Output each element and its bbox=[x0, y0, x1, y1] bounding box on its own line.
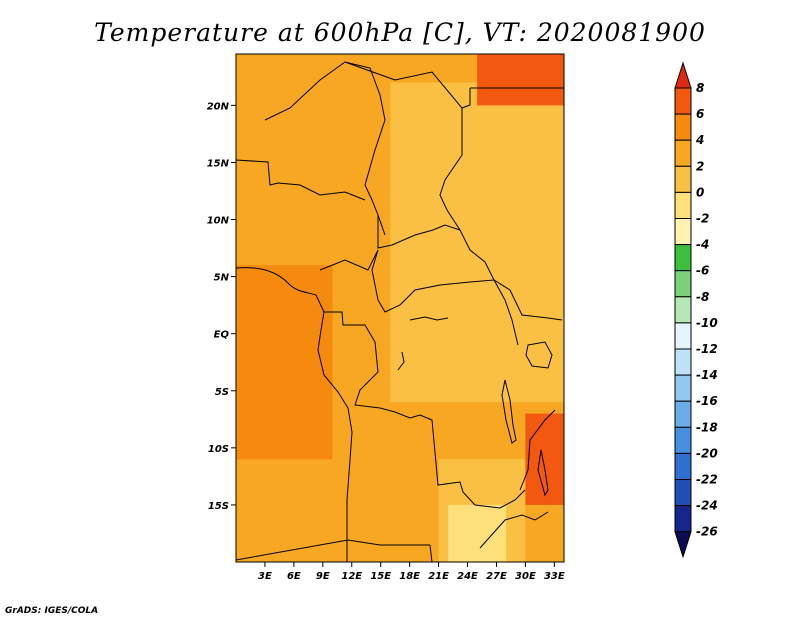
colorbar-bottom-arrow bbox=[674, 531, 692, 559]
y-tick-label: 10N bbox=[207, 216, 230, 227]
colorbar-label: -8 bbox=[696, 290, 709, 304]
colorbar-swatch bbox=[674, 505, 692, 533]
y-tick-label: 5S bbox=[215, 387, 229, 398]
y-tick-label: 20N bbox=[207, 101, 230, 112]
colorbar-swatch bbox=[674, 191, 692, 219]
temperature-region bbox=[525, 413, 564, 505]
border bbox=[344, 61, 463, 231]
lake-malawi bbox=[537, 449, 549, 497]
chart-title: Temperature at 600hPa [C], VT: 202008190… bbox=[94, 18, 706, 47]
colorbar-label: 8 bbox=[696, 81, 704, 95]
colorbar-label: -22 bbox=[696, 473, 718, 487]
colorbar-label: -20 bbox=[696, 446, 718, 460]
x-axis: 3E 6E 9E 12E 15E 18E 21E 24E 27E 30E 33E bbox=[258, 562, 565, 582]
colorbar-swatch bbox=[674, 244, 692, 272]
x-tick-label: 15E bbox=[370, 571, 391, 582]
temperature-region bbox=[448, 504, 507, 562]
colorbar-swatch bbox=[674, 296, 692, 324]
border bbox=[479, 511, 549, 549]
colorbar-label: -24 bbox=[696, 499, 718, 513]
x-tick-label: 27E bbox=[486, 571, 507, 582]
colorbar-swatch bbox=[674, 87, 692, 115]
border bbox=[264, 61, 386, 236]
colorbar-swatch bbox=[674, 270, 692, 298]
colorbar-label: -12 bbox=[696, 342, 718, 356]
colorbar-swatch bbox=[674, 374, 692, 402]
colorbar-label: -10 bbox=[696, 316, 718, 330]
x-tick-label: 9E bbox=[316, 571, 330, 582]
river-congo bbox=[409, 316, 449, 321]
y-tick-label: 10S bbox=[208, 444, 229, 455]
colorbar-swatch bbox=[674, 165, 692, 193]
temperature-field bbox=[236, 54, 564, 562]
lake-victoria bbox=[525, 341, 553, 369]
colorbar-label: 4 bbox=[695, 133, 704, 147]
temperature-region bbox=[477, 54, 564, 106]
colorbar-label: 2 bbox=[696, 159, 704, 173]
lake-tanganyika bbox=[501, 379, 517, 444]
colorbar-label: -6 bbox=[696, 264, 709, 278]
temperature-region bbox=[390, 82, 564, 403]
border bbox=[429, 544, 433, 562]
temperature-region bbox=[236, 265, 333, 460]
colorbar-top-arrow bbox=[674, 61, 692, 89]
y-tick-label: 15S bbox=[208, 501, 229, 512]
border bbox=[519, 409, 556, 491]
x-tick-label: 24E bbox=[457, 571, 478, 582]
colorbar-swatch bbox=[674, 400, 692, 428]
x-tick-label: 30E bbox=[515, 571, 536, 582]
coastline-overlay bbox=[236, 267, 553, 562]
y-tick-label: 15N bbox=[207, 158, 230, 169]
colorbar-swatch bbox=[674, 479, 692, 507]
y-tick-label: 5N bbox=[214, 273, 230, 284]
x-tick-label: 3E bbox=[258, 571, 272, 582]
colorbar-swatch bbox=[674, 113, 692, 141]
border bbox=[236, 539, 430, 561]
x-tick-label: 18E bbox=[399, 571, 420, 582]
colorbar-label: 0 bbox=[696, 185, 704, 199]
colorbar-label: -2 bbox=[696, 212, 709, 226]
country-borders bbox=[236, 61, 564, 562]
river-kasai bbox=[397, 351, 405, 371]
grads-credit: GrADS: IGES/COLA bbox=[5, 606, 98, 616]
map-frame bbox=[235, 53, 565, 563]
x-tick-label: 12E bbox=[341, 571, 362, 582]
border bbox=[461, 88, 471, 109]
colorbar-swatch bbox=[674, 218, 692, 246]
x-tick-label: 6E bbox=[287, 571, 301, 582]
coastline bbox=[236, 267, 353, 562]
border bbox=[236, 159, 366, 201]
x-tick-label: 33E bbox=[544, 571, 565, 582]
colorbar-swatch bbox=[674, 452, 692, 480]
y-axis: 20N 15N 10N 5N EQ 5S 10S 15S bbox=[207, 101, 236, 512]
colorbar-label: -14 bbox=[696, 368, 718, 382]
colorbar-swatch bbox=[674, 426, 692, 454]
border bbox=[324, 311, 526, 509]
colorbar-swatch bbox=[674, 139, 692, 167]
colorbar-swatch bbox=[674, 322, 692, 350]
colorbar-label: -4 bbox=[696, 238, 709, 252]
border bbox=[371, 249, 563, 321]
border bbox=[319, 249, 379, 271]
colorbar-label: -18 bbox=[696, 420, 718, 434]
border bbox=[493, 279, 519, 346]
colorbar-swatch bbox=[674, 348, 692, 376]
border bbox=[377, 215, 495, 281]
colorbar-label: -16 bbox=[696, 394, 718, 408]
colorbar-label: 6 bbox=[696, 107, 704, 121]
x-tick-label: 21E bbox=[428, 571, 449, 582]
colorbar-legend: 8 6 4 2 0 -2 -4 -6 -8 -10 -12 -14 -16 -18 -20 -22 -24 -26 bbox=[674, 61, 718, 559]
y-tick-label: EQ bbox=[214, 330, 230, 341]
colorbar-label: -26 bbox=[696, 525, 718, 539]
